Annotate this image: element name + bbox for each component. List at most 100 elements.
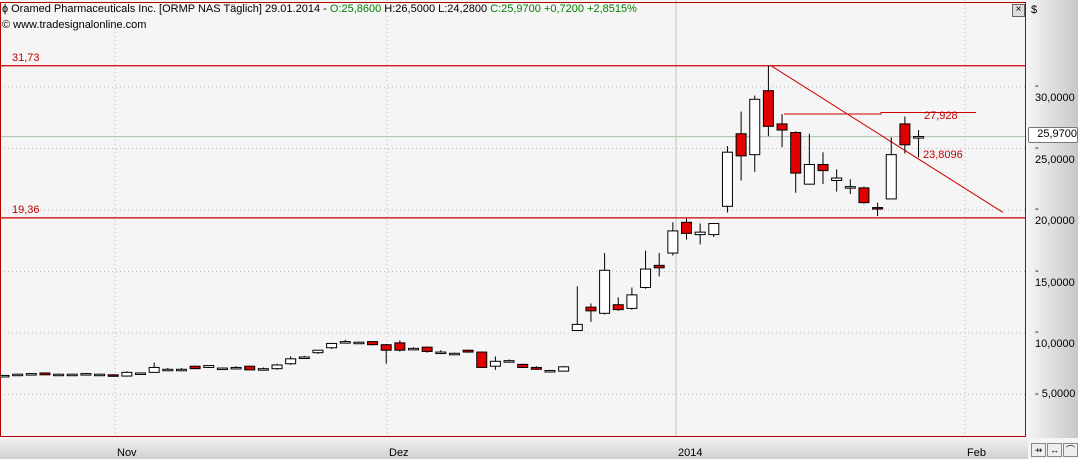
candle-body — [148, 366, 160, 373]
resistance-label: 31,73 — [12, 52, 40, 64]
x-tick-label: 2014 — [678, 447, 703, 459]
candle-body — [257, 368, 269, 371]
candle-body — [626, 294, 638, 309]
candle-body — [831, 177, 843, 181]
x-tick-label: Dez — [389, 447, 409, 459]
y-tick-label: - 20,0000 — [1035, 203, 1075, 227]
y-tick-label: - 25,0000 — [1035, 141, 1075, 166]
plot-border — [0, 2, 1026, 437]
price-chart — [0, 0, 1026, 437]
candle-body — [913, 136, 925, 139]
candle-body — [312, 349, 324, 354]
candle-body — [203, 365, 215, 368]
candle-body — [735, 133, 747, 157]
candle-body — [544, 370, 556, 373]
header-icon: ɸ — [2, 3, 12, 15]
candle-body — [558, 366, 570, 372]
high-line — [784, 111, 976, 115]
candle-body — [667, 230, 679, 254]
candle-body — [339, 341, 351, 344]
low-value: L:24,2800 — [438, 3, 488, 15]
candle-body — [612, 304, 624, 311]
trendline — [770, 65, 1004, 213]
scroll-icon[interactable]: ⇸ — [1031, 443, 1046, 457]
source-credit: © www.tradesignalonline.com — [2, 19, 147, 31]
y-tick-label: - 15,0000 — [1035, 264, 1075, 289]
candle-body — [762, 90, 774, 127]
x-tick-label: Feb — [967, 447, 986, 459]
candle-body — [25, 373, 37, 376]
candle-body — [189, 365, 201, 370]
auto-scale-icon[interactable]: ⌒ — [1063, 443, 1078, 457]
candle-body — [803, 163, 815, 185]
chart-header: ɸ Oramed Pharmaceuticals Inc. [ORMP NAS … — [2, 3, 637, 15]
candle-body — [599, 269, 611, 314]
candle-body — [12, 373, 24, 377]
candle-body — [408, 347, 419, 351]
candle-body — [448, 352, 460, 356]
candle-body — [66, 373, 78, 377]
candle-body — [817, 163, 829, 172]
candle-body — [571, 323, 583, 332]
instrument-name: Oramed Pharmaceuticals Inc. [ORMP NAS Tä… — [11, 3, 330, 15]
trend-value-label: 23,8096 — [923, 149, 963, 161]
candle-body — [121, 371, 133, 377]
candle-body — [216, 367, 228, 371]
candle-body — [681, 221, 692, 234]
candle-body — [776, 123, 788, 131]
candle-body — [585, 306, 597, 312]
high-line-label: 27,928 — [924, 110, 958, 122]
zoom-horizontal-icon[interactable]: ↔ — [1047, 443, 1062, 457]
candle-body — [694, 231, 706, 236]
candle-body — [844, 186, 856, 189]
candle-body — [708, 223, 720, 236]
candle-body — [885, 154, 897, 200]
candle-body — [899, 123, 911, 146]
candle-body — [858, 187, 870, 204]
open-value: O:25,8600 — [329, 3, 382, 15]
y-tick-label: - 5,0000 — [1035, 387, 1076, 400]
candle-body — [175, 368, 187, 372]
y-tick-label: - 30,0000 — [1035, 80, 1075, 104]
candle-body — [872, 207, 884, 210]
close-icon[interactable]: × — [1012, 4, 1025, 17]
candle-body — [53, 373, 65, 377]
last-price-tag: 25,9700 — [1028, 127, 1078, 143]
currency-label: $ — [1031, 4, 1038, 16]
candle-body — [271, 364, 283, 370]
candle-body — [244, 365, 256, 371]
candle-body — [653, 264, 665, 269]
candle-body — [353, 341, 365, 345]
candle-body — [107, 374, 119, 377]
price-axis[interactable]: - 30,0000 - 25,0000 - 20,0000 - 15,0000 - 10… — [1028, 0, 1078, 438]
candle-body — [790, 132, 802, 174]
candle-body — [476, 351, 488, 368]
candle-body — [530, 366, 542, 370]
candle-body — [489, 360, 501, 367]
support-label: 19,36 — [12, 204, 40, 216]
x-tick-label: Nov — [117, 447, 137, 459]
axis-buttons: ⇸ ↔ ⌒ — [1031, 443, 1078, 457]
candle-body — [39, 372, 51, 376]
candle-body — [421, 346, 433, 352]
candle-body — [721, 151, 733, 207]
candle-body — [230, 366, 242, 370]
y-tick-label: - 10,0000 — [1035, 326, 1075, 350]
candle-body — [503, 360, 515, 363]
candle-body — [394, 342, 406, 351]
candle-body — [162, 368, 174, 372]
close-value: C:25,9700 +0,7200 +2,8515% — [490, 3, 637, 15]
candle-body — [380, 344, 392, 351]
candle-body — [80, 373, 92, 376]
candle-body — [435, 351, 447, 355]
candle-body — [749, 98, 761, 156]
candle-body — [135, 372, 146, 375]
candle-body — [367, 341, 379, 346]
candle-body — [326, 342, 338, 349]
candle-body — [94, 373, 106, 377]
candle-body — [298, 356, 310, 359]
time-axis[interactable]: Nov Dez 2014 Feb — [0, 438, 1028, 459]
candle-body — [285, 358, 297, 365]
candle-body — [462, 349, 474, 353]
candle-body — [517, 363, 529, 368]
